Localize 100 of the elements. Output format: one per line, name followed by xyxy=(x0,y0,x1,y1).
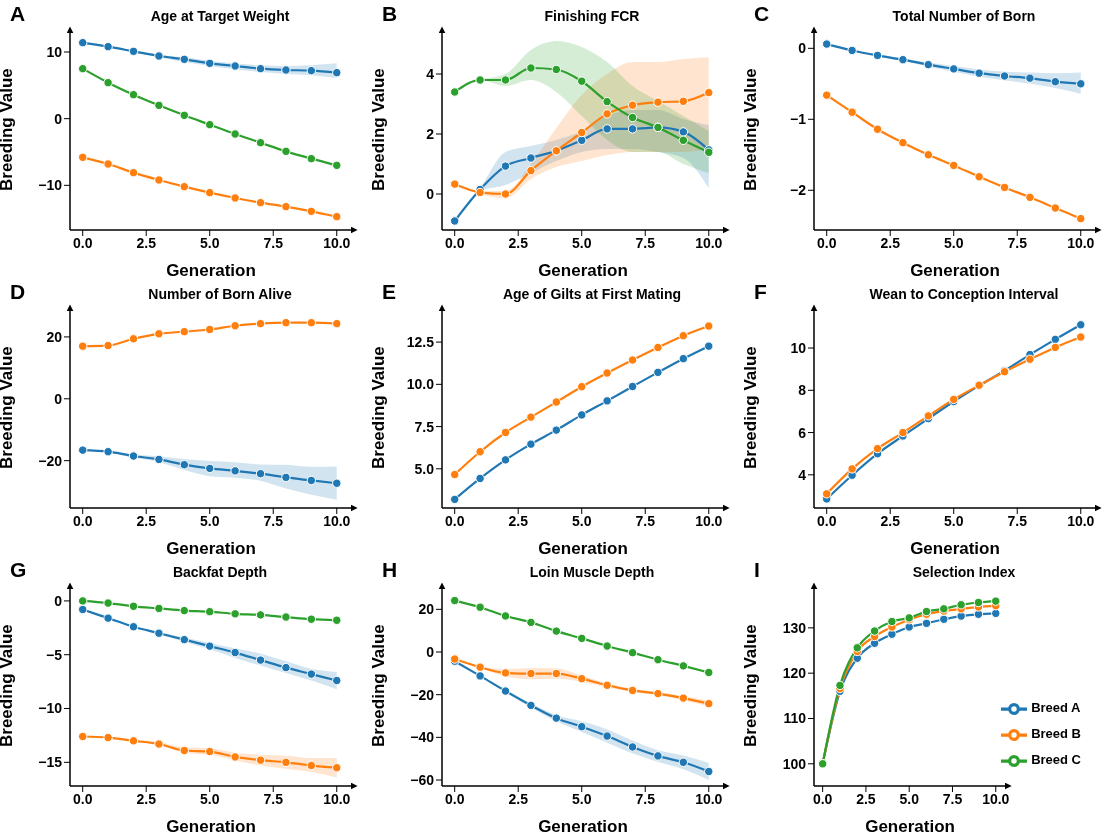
chart-title: Finishing FCR xyxy=(543,8,641,24)
x-tick-label: 7.5 xyxy=(1007,512,1028,529)
x-tick-label: 0.0 xyxy=(72,790,93,807)
legend-label: Breed B xyxy=(1031,726,1081,742)
y-tick-label: −20 xyxy=(410,686,435,703)
y-tick-label: −1 xyxy=(790,111,807,128)
y-tick-label: 10 xyxy=(790,340,807,357)
x-axis-title: Generation xyxy=(910,261,1000,280)
y-axis-title: Breeding Value xyxy=(0,624,17,747)
y-tick-label: 100 xyxy=(782,755,807,772)
chart-title: Loin Muscle Depth xyxy=(528,564,656,580)
x-tick-label: 5.0 xyxy=(572,234,592,251)
y-tick-label: 2 xyxy=(426,125,435,142)
x-tick-label: 0.0 xyxy=(444,512,465,529)
text: F xyxy=(754,280,767,304)
x-tick-label: 2.5 xyxy=(136,790,157,807)
x-tick-label: 7.5 xyxy=(263,790,284,807)
legend-label: Breed C xyxy=(1031,752,1081,768)
x-tick-label: 5.0 xyxy=(200,234,220,251)
x-tick-label: 7.5 xyxy=(1007,234,1028,251)
y-axis-title: Breeding Value xyxy=(0,68,17,191)
y-tick-label: 130 xyxy=(782,619,807,636)
y-tick-label: −15 xyxy=(38,754,63,771)
chart-title: Age at Target Weight xyxy=(149,8,291,24)
x-tick-label: 2.5 xyxy=(880,234,901,251)
x-tick-label: 0.0 xyxy=(72,512,93,529)
y-tick-label: 0 xyxy=(426,185,435,202)
text: E xyxy=(382,280,397,304)
y-tick-label: 0 xyxy=(54,110,63,127)
x-axis-title: Generation xyxy=(865,817,955,836)
chart-title: Wean to Conception Interval xyxy=(868,286,1060,302)
x-tick-label: 10.0 xyxy=(1067,512,1095,529)
y-tick-label: 4 xyxy=(426,65,435,82)
x-tick-label: 0.0 xyxy=(444,790,465,807)
x-tick-label: 7.5 xyxy=(635,512,656,529)
y-tick-label: 0 xyxy=(54,592,63,609)
x-axis-title: Generation xyxy=(538,261,628,280)
text: C xyxy=(754,2,770,26)
y-tick-label: 4 xyxy=(798,466,807,483)
chart-title: Age of Gilts at First Mating xyxy=(501,286,683,302)
x-tick-label: 0.0 xyxy=(816,512,837,529)
x-tick-label: 2.5 xyxy=(508,234,529,251)
x-tick-label: 7.5 xyxy=(635,234,656,251)
y-tick-label: 8 xyxy=(798,382,807,399)
y-tick-label: 20 xyxy=(418,601,435,618)
x-tick-label: 2.5 xyxy=(136,512,157,529)
y-tick-label: 10.0 xyxy=(406,376,435,393)
chart-title: Backfat Depth xyxy=(171,564,269,580)
y-tick-label: 20 xyxy=(46,328,63,345)
x-axis-title: Generation xyxy=(166,261,256,280)
x-tick-label: 5.0 xyxy=(200,790,220,807)
x-tick-label: 2.5 xyxy=(508,790,529,807)
y-tick-label: 110 xyxy=(783,710,807,727)
x-tick-label: 2.5 xyxy=(856,790,876,807)
y-axis-title: Breeding Value xyxy=(741,346,761,469)
y-tick-label: −40 xyxy=(410,729,435,746)
text: A xyxy=(10,2,26,26)
x-tick-label: 2.5 xyxy=(880,512,901,529)
x-tick-label: 5.0 xyxy=(944,512,964,529)
x-tick-label: 10.0 xyxy=(695,790,723,807)
y-tick-label: 120 xyxy=(782,665,807,682)
x-tick-label: 10.0 xyxy=(982,790,1010,807)
x-tick-label: 10.0 xyxy=(1067,234,1095,251)
x-tick-label: 0.0 xyxy=(816,234,837,251)
y-tick-label: 12.5 xyxy=(406,334,435,351)
y-tick-label: −2 xyxy=(790,182,807,199)
x-tick-label: 10.0 xyxy=(695,234,723,251)
x-axis-title: Generation xyxy=(538,539,628,558)
y-axis-title: Breeding Value xyxy=(369,68,389,191)
chart-title: Total Number of Born xyxy=(891,8,1037,24)
y-tick-label: 0 xyxy=(426,643,435,660)
x-tick-label: 7.5 xyxy=(635,790,656,807)
x-tick-label: 0.0 xyxy=(812,790,833,807)
chart-title: Selection Index xyxy=(911,564,1017,580)
y-tick-label: 0 xyxy=(798,40,807,57)
text: B xyxy=(382,2,398,26)
x-tick-label: 5.0 xyxy=(572,512,592,529)
x-axis-title: Generation xyxy=(910,539,1000,558)
x-axis-title: Generation xyxy=(538,817,628,836)
y-tick-label: −60 xyxy=(410,772,435,788)
x-tick-label: 2.5 xyxy=(136,234,157,251)
x-tick-label: 5.0 xyxy=(899,790,920,807)
x-tick-label: 10.0 xyxy=(695,512,723,529)
y-tick-label: −10 xyxy=(38,177,63,194)
text: H xyxy=(382,558,398,582)
y-axis-title: Breeding Value xyxy=(369,346,389,469)
x-axis-title: Generation xyxy=(166,817,256,836)
y-tick-label: 10 xyxy=(46,43,63,60)
x-tick-label: 7.5 xyxy=(942,790,963,807)
x-tick-label: 2.5 xyxy=(508,512,529,529)
text: I xyxy=(754,558,760,582)
y-axis-title: Breeding Value xyxy=(741,68,761,191)
y-tick-label: −20 xyxy=(38,452,63,469)
y-axis-title: Breeding Value xyxy=(369,624,389,747)
y-tick-label: −10 xyxy=(38,700,63,717)
y-tick-label: 5.0 xyxy=(414,460,435,477)
x-tick-label: 10.0 xyxy=(323,234,351,251)
text: G xyxy=(10,558,27,582)
x-tick-label: 5.0 xyxy=(944,234,964,251)
x-tick-label: 7.5 xyxy=(263,234,284,251)
